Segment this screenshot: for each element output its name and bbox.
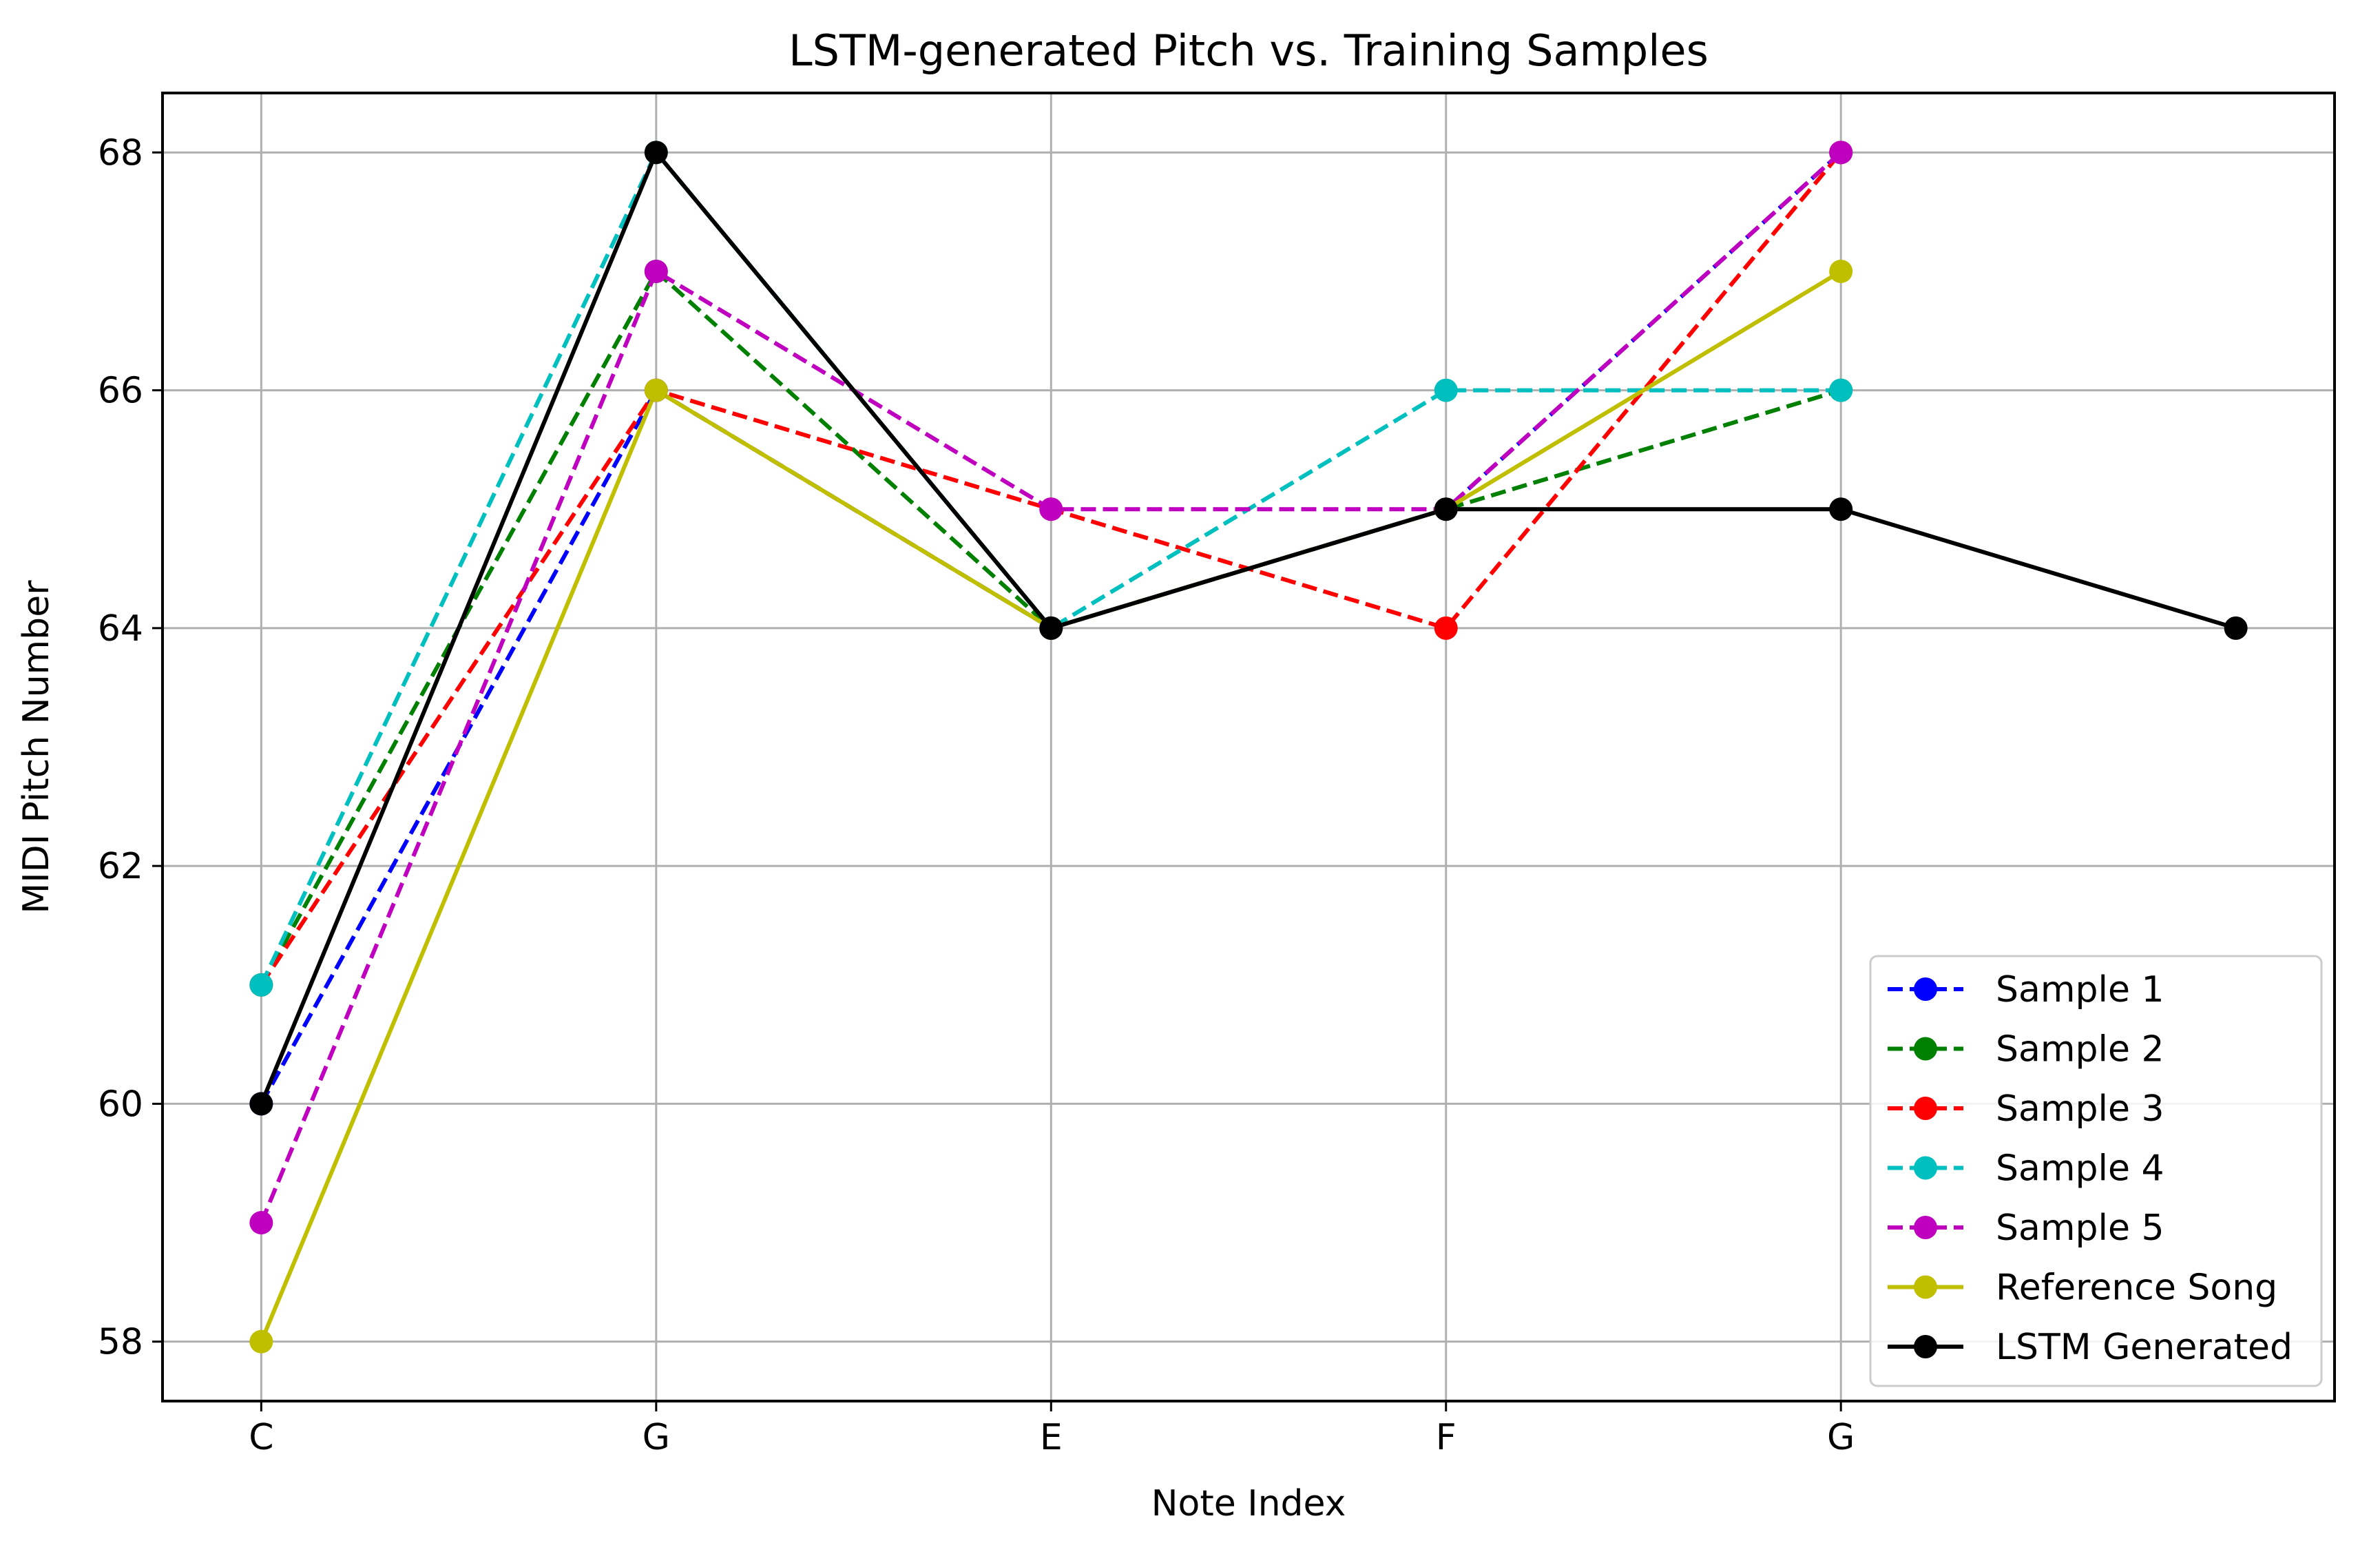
y-axis-label: MIDI Pitch Number — [16, 580, 57, 914]
y-tick-label: 60 — [98, 1084, 143, 1125]
data-point-sample-4 — [1434, 378, 1458, 402]
data-point-reference-song — [1829, 259, 1853, 283]
data-point-sample-3 — [1434, 616, 1458, 640]
y-tick-label: 58 — [98, 1322, 143, 1363]
tick-layer: C G E F G 58 60 62 64 66 68 — [98, 132, 1855, 1458]
data-point-sample-5 — [1039, 497, 1063, 521]
data-point-lstm-generated — [1829, 497, 1853, 521]
legend-swatch-marker — [1914, 1156, 1937, 1180]
y-tick-label: 64 — [98, 608, 143, 650]
x-tick-label: C — [249, 1417, 273, 1458]
data-point-reference-song — [644, 378, 668, 402]
legend-label-sample-3: Sample 3 — [1996, 1088, 2164, 1130]
legend-label-sample-1: Sample 1 — [1996, 969, 2164, 1011]
data-point-reference-song — [249, 1329, 273, 1354]
chart-title: LSTM-generated Pitch vs. Training Sample… — [789, 25, 1709, 76]
legend-swatch-marker — [1914, 977, 1937, 1001]
marker-layer — [249, 141, 2248, 1354]
legend-swatch-marker — [1914, 1275, 1937, 1299]
legend-swatch-marker — [1914, 1097, 1937, 1120]
legend-swatch-marker — [1914, 1335, 1937, 1358]
data-point-sample-5 — [1829, 141, 1853, 165]
data-point-sample-4 — [249, 973, 273, 997]
plot-area-frame — [161, 92, 2336, 1402]
legend-label-reference-song: Reference Song — [1996, 1267, 2277, 1309]
data-point-lstm-generated — [249, 1092, 273, 1116]
legend-label-lstm-generated: LSTM Generated — [1996, 1327, 2293, 1368]
y-tick-label: 66 — [98, 371, 143, 412]
data-point-lstm-generated — [1039, 616, 1063, 640]
legend-box — [1869, 955, 2323, 1387]
legend-label-sample-4: Sample 4 — [1996, 1148, 2164, 1190]
data-point-sample-5 — [644, 259, 668, 283]
x-tick-label: G — [643, 1417, 670, 1458]
data-point-lstm-generated — [644, 141, 668, 165]
legend-label-sample-2: Sample 2 — [1996, 1029, 2164, 1070]
y-tick-label: 68 — [98, 132, 143, 174]
x-tick-label: G — [1827, 1417, 1855, 1458]
data-point-sample-5 — [249, 1211, 273, 1235]
x-axis-label: Note Index — [1151, 1483, 1346, 1524]
legend-label-sample-5: Sample 5 — [1996, 1208, 2164, 1249]
data-point-lstm-generated — [1434, 497, 1458, 521]
legend: Sample 1 Sample 2 Sample 3 Sample 4 Sample 5… — [1869, 955, 2323, 1387]
legend-swatch-marker — [1914, 1037, 1937, 1061]
data-point-sample-4 — [1829, 378, 1853, 402]
data-point-lstm-generated — [2224, 616, 2248, 640]
x-tick-label: E — [1040, 1417, 1063, 1458]
legend-swatch-marker — [1914, 1216, 1937, 1239]
x-tick-label: F — [1436, 1417, 1457, 1458]
y-tick-label: 62 — [98, 846, 143, 887]
series-line-lstm-generated — [259, 150, 2237, 1105]
